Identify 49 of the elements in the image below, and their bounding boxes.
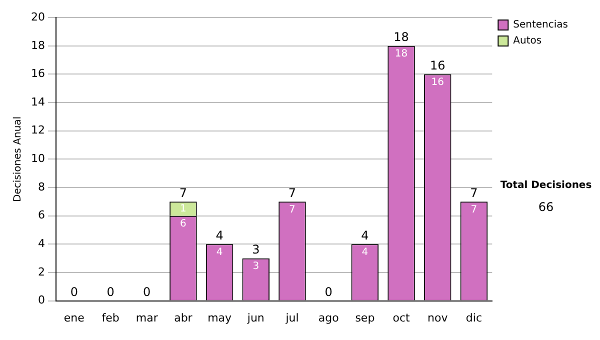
total-label: 7: [288, 186, 296, 200]
total-label: 0: [324, 284, 332, 299]
total-label: 0: [70, 284, 78, 299]
total-label: 16: [430, 58, 446, 72]
y-tick-label: 8: [38, 180, 45, 194]
y-tick-label: 20: [30, 10, 45, 24]
total-label: 4: [216, 228, 224, 242]
y-tick-label: 10: [30, 152, 45, 166]
y-tick-label: 12: [30, 124, 45, 137]
data-label: 6: [180, 218, 186, 230]
y-tick-label: 18: [30, 38, 45, 52]
y-tick-label: 14: [30, 95, 45, 108]
x-tick-label: mar: [136, 311, 158, 324]
y-axis-title: Decisiones Anual: [12, 116, 24, 202]
text: 66: [537, 200, 555, 214]
data-label: 4: [216, 246, 223, 258]
y-tick-label: 4: [38, 237, 45, 250]
x-tick-label: abr: [174, 311, 193, 324]
x-tick-label: sep: [355, 311, 375, 324]
y-tick-label: 2: [38, 265, 45, 278]
total-label: 3: [252, 242, 260, 256]
legend-label: Autos: [513, 36, 542, 47]
total-label: 18: [394, 30, 409, 44]
total-label: 4: [361, 228, 369, 242]
data-label: 3: [252, 260, 260, 272]
x-tick-label: oct: [392, 311, 411, 324]
data-label: 4: [362, 246, 368, 258]
total-label: 7: [179, 186, 188, 200]
legend-label: Sentencias: [513, 20, 568, 31]
x-tick-label: dic: [466, 311, 482, 324]
x-tick-label: jun: [246, 311, 264, 324]
total-label: 7: [470, 186, 478, 200]
x-tick-label: may: [208, 311, 232, 324]
data-label: 18: [394, 48, 408, 60]
text: Total Decisiones: [499, 180, 593, 191]
x-tick-label: nov: [428, 311, 448, 324]
x-tick-label: ago: [318, 311, 340, 324]
data-label: 16: [431, 76, 444, 88]
y-tick-label: 16: [30, 67, 45, 80]
data-label: 7: [289, 204, 296, 216]
total-label: 0: [143, 284, 151, 299]
y-tick-label: 6: [38, 208, 45, 222]
x-tick-label: jul: [284, 311, 299, 324]
x-tick-label: ene: [64, 311, 85, 324]
y-tick-label: 0: [38, 294, 45, 307]
total-label: 0: [106, 284, 114, 299]
x-tick-label: feb: [102, 311, 120, 324]
data-label: 1: [180, 203, 186, 214]
data-label: 7: [470, 204, 478, 216]
